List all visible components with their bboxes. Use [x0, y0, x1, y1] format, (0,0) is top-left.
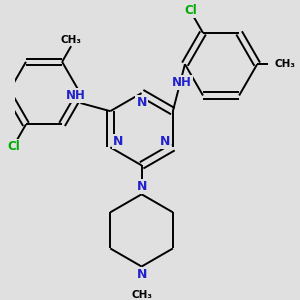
- Text: CH₃: CH₃: [131, 290, 152, 300]
- Text: N: N: [113, 135, 123, 148]
- Text: N: N: [136, 96, 147, 109]
- Text: CH₃: CH₃: [275, 59, 296, 69]
- Text: NH: NH: [172, 76, 192, 88]
- Text: NH: NH: [66, 88, 86, 102]
- Text: CH₃: CH₃: [61, 35, 82, 45]
- Text: N: N: [160, 135, 170, 148]
- Text: Cl: Cl: [185, 4, 197, 17]
- Text: N: N: [136, 180, 147, 193]
- Text: Cl: Cl: [7, 140, 20, 153]
- Text: N: N: [136, 268, 147, 281]
